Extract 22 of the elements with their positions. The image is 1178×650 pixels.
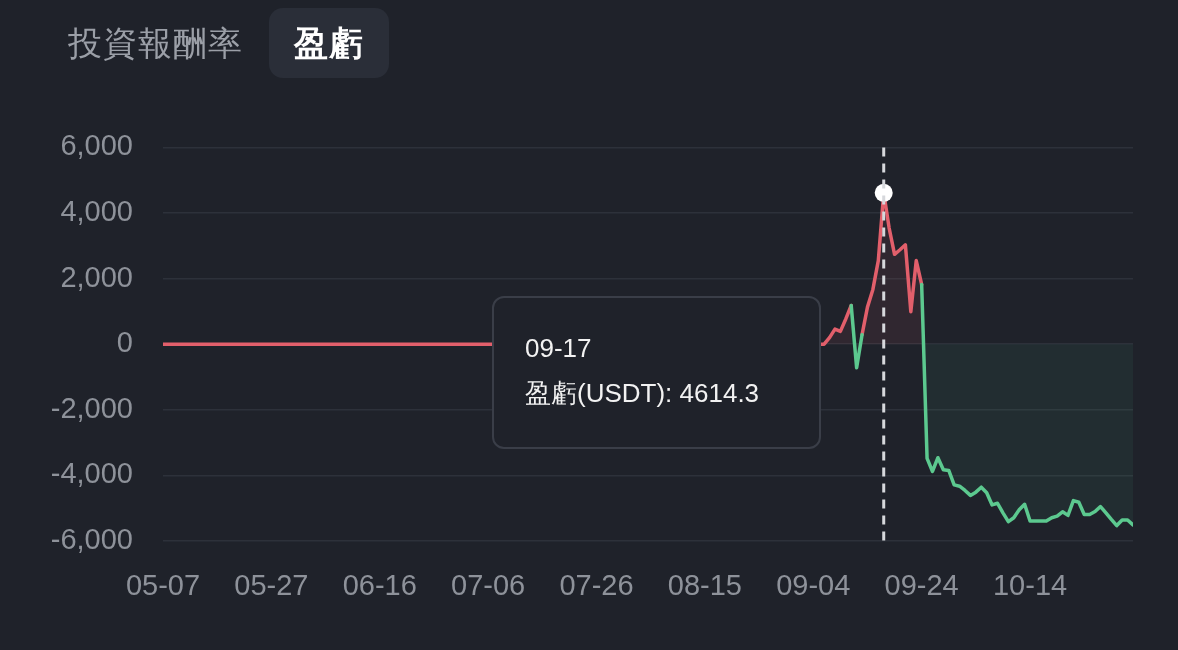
y-tick-label: 6,000 [60, 129, 133, 162]
y-tick-label: 0 [116, 326, 133, 359]
x-tick-label: 09-24 [884, 569, 959, 602]
x-tick-label: 10-14 [992, 569, 1068, 602]
y-tick-label: -4,000 [50, 457, 133, 490]
x-tick-label: 06-16 [342, 569, 417, 602]
y-tick-label: -2,000 [50, 391, 133, 424]
tooltip: 09-17 盈虧(USDT): 4614.3 [492, 296, 821, 449]
x-tick-label: 07-26 [559, 569, 634, 602]
annotation: 盈虧(USDT): 4614.3 [525, 377, 761, 410]
annotation: 09-17 [525, 332, 593, 365]
chart-title: 盈虧 [294, 23, 364, 63]
y-tick-label: 2,000 [60, 260, 133, 293]
x-tick-label: 09-04 [776, 569, 851, 602]
x-tick-label: 05-27 [234, 569, 309, 602]
x-tick-label: 05-07 [125, 569, 201, 602]
x-tick-label: 08-15 [667, 569, 742, 602]
x-tick-label: 07-06 [451, 569, 526, 602]
tab: 盈虧 [269, 8, 389, 78]
y-tick-label: -6,000 [50, 523, 133, 555]
text: 投資報酬率 [67, 23, 244, 64]
y-tick-label: 4,000 [60, 195, 133, 227]
